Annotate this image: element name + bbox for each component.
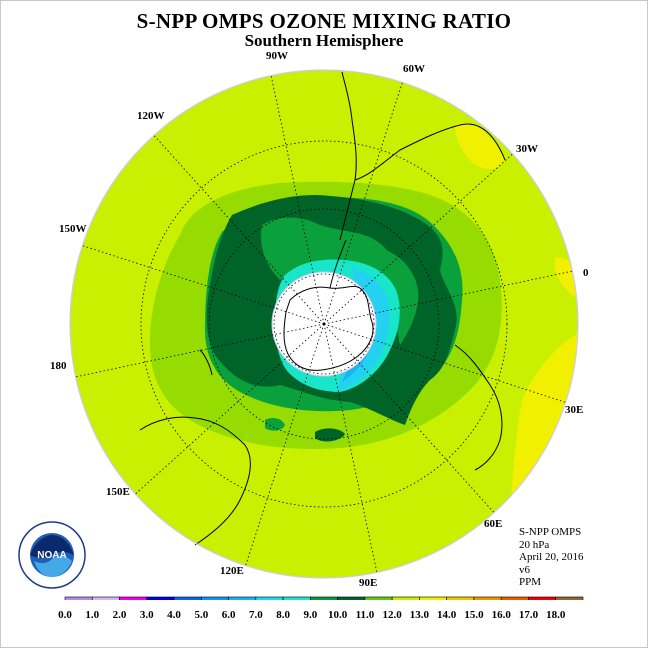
colorbar-tick-label: 10.0 <box>328 609 348 621</box>
australia-coastline <box>139 416 251 546</box>
lon-label-30w: 30W <box>516 143 538 155</box>
ozone-high-region-northeast <box>455 123 505 170</box>
info-instrument: S-NPP OMPS <box>519 526 582 538</box>
colorbar-tick-label: 1.0 <box>85 609 100 621</box>
antarctica-coastline <box>283 285 374 371</box>
info-version: v6 <box>519 563 530 576</box>
latitude-circle-60s <box>208 208 440 440</box>
colorbar-tick-label: 9.0 <box>303 609 318 621</box>
colorbar-tick-label: 0.0 <box>58 609 72 621</box>
lon-label-60e: 60E <box>484 518 503 530</box>
colorbar-tick-label: 17.0 <box>518 609 539 621</box>
colorbar-swatch <box>337 596 366 600</box>
colorbar-tick-label: 4.0 <box>167 609 181 621</box>
ozone-10ppm-inner-east <box>385 250 419 345</box>
polar-ozone-map <box>64 69 584 600</box>
lon-label-120w: 120W <box>137 110 165 122</box>
south-pole-marker <box>322 322 326 326</box>
lon-label-150e: 150E <box>106 486 130 498</box>
colorbar-swatch <box>173 596 202 600</box>
colorbar-tick-label: 8.0 <box>276 609 290 621</box>
lon-label-90w: 90W <box>266 50 288 62</box>
lon-label-150w: 150W <box>59 223 87 235</box>
colorbar-tick-label: 16.0 <box>491 609 511 621</box>
colorbar-swatch <box>228 596 257 600</box>
colorbar-swatch <box>528 596 557 600</box>
colorbar-swatch <box>391 596 420 600</box>
lon-label-0: 0 <box>583 267 589 279</box>
colorbar-swatch <box>446 596 475 600</box>
lon-label-30e: 30E <box>565 404 584 416</box>
latitude-circle-40s <box>140 140 508 508</box>
lon-label-60w: 60W <box>403 63 425 75</box>
ozone-10ppm-inner-region <box>261 217 395 282</box>
colorbar-tick-label: 11.0 <box>355 609 375 621</box>
lon-label-120e: 120E <box>220 565 244 577</box>
coastlines <box>139 71 506 546</box>
ozone-10ppm-patch <box>265 417 285 431</box>
map-subtitle: Southern Hemisphere <box>244 31 404 50</box>
africa-coastline <box>454 344 503 471</box>
colorbar-tick-labels: 0.0 1.0 2.0 3.0 4.0 5.0 6.0 7.0 8.0 9.0 10.0 11.0 12… <box>0 609 648 623</box>
lon-label-180: 180 <box>50 360 67 372</box>
colorbar <box>64 596 584 600</box>
lon-label-90e: 90E <box>359 577 378 589</box>
noaa-logo-icon: NOAA <box>18 521 86 589</box>
colorbar-swatch <box>364 596 393 600</box>
info-units: PPM <box>519 576 542 588</box>
colorbar-swatch <box>255 596 284 600</box>
colorbar-swatch <box>64 596 93 600</box>
map-disc-outline <box>69 69 579 579</box>
colorbar-tick-label: 14.0 <box>437 609 457 621</box>
colorbar-tick-label: 15.0 <box>464 609 484 621</box>
noaa-logo-text: NOAA <box>37 550 66 561</box>
colorbar-tick-label: 3.0 <box>139 609 154 621</box>
colorbar-tick-label: 6.0 <box>221 609 236 621</box>
colorbar-tick-label: 7.0 <box>248 609 263 621</box>
colorbar-tick-label: 13.0 <box>409 609 430 621</box>
info-pressure: 20 hPa <box>519 538 550 551</box>
colorbar-swatch <box>146 596 175 600</box>
map-title: S-NPP OMPS OZONE MIXING RATIO <box>136 9 512 33</box>
graticule <box>75 75 573 573</box>
colorbar-tick-label: 12.0 <box>382 609 402 621</box>
south-america-coastline <box>339 71 506 241</box>
colorbar-swatch <box>201 596 229 600</box>
ozone-9ppm-patch <box>315 428 345 442</box>
colorbar-swatch <box>500 596 529 600</box>
new-zealand-coastline <box>199 349 213 376</box>
colorbar-tick-label: 18.0 <box>546 609 566 621</box>
colorbar-swatch <box>419 596 447 600</box>
colorbar-swatch <box>310 596 338 600</box>
colorbar-tick-label: 5.0 <box>194 609 209 621</box>
info-block: S-NPP OMPS 20 hPa April 20, 2016 v6 PPM <box>519 526 583 589</box>
colorbar-tick-label: 2.0 <box>112 609 127 621</box>
colorbar-swatch <box>119 596 148 600</box>
colorbar-swatch <box>555 596 584 600</box>
colorbar-swatch <box>282 596 311 600</box>
colorbar-swatch <box>473 596 502 600</box>
info-date: April 20, 2016 <box>519 551 584 563</box>
antarctic-peninsula-coastline <box>329 239 347 289</box>
latitude-circle-80s <box>273 273 375 375</box>
colorbar-swatch <box>91 596 120 600</box>
